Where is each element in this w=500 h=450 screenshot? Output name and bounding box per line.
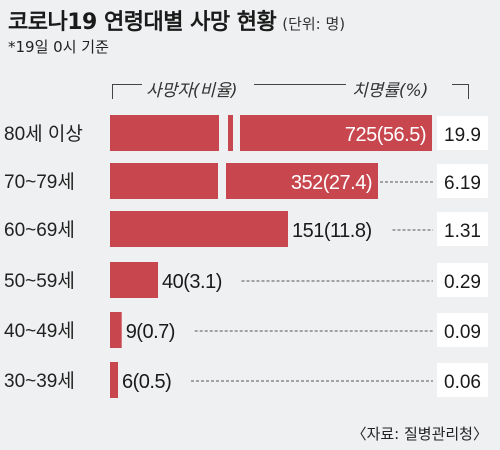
- rate-label: 0.09: [444, 322, 481, 343]
- axis-break-gap: [218, 162, 226, 200]
- category-label: 30~39세: [4, 370, 75, 392]
- rate-box: [437, 212, 488, 246]
- source-note: 〈자료: 질병관리청〉: [351, 425, 488, 443]
- column-header-fatality: 치명률(%): [352, 81, 429, 101]
- title-row: 코로나19 연령대별 사망 현황 (단위: 명): [8, 4, 345, 36]
- value-label: 6(0.5): [122, 371, 171, 393]
- rate-box: [437, 263, 488, 297]
- value-label: 151(11.8): [292, 220, 372, 242]
- rate-label: 0.29: [444, 272, 481, 293]
- header-bracket-left-tick: [112, 84, 119, 99]
- bar: [110, 115, 432, 151]
- bar: [110, 163, 378, 199]
- rate-label: 19.9: [444, 125, 481, 146]
- header-bracket-right: [452, 84, 469, 99]
- header-bracket-mid: [254, 84, 346, 85]
- value-label: 725(56.5): [345, 124, 426, 146]
- rate-label: 0.06: [444, 372, 481, 393]
- column-header-deaths: 사망자(비율): [146, 81, 238, 101]
- rate-box: [437, 164, 488, 198]
- rate-box: [437, 116, 488, 150]
- category-label: 80세 이상: [4, 123, 83, 145]
- bar: [110, 211, 288, 247]
- category-label: 40~49세: [4, 320, 75, 342]
- value-label: 9(0.7): [126, 321, 175, 343]
- rate-box: [437, 313, 488, 347]
- category-label: 60~69세: [4, 219, 75, 241]
- value-label: 352(27.4): [291, 172, 372, 194]
- footnote: *19일 0시 기준: [8, 38, 109, 56]
- bar: [110, 312, 122, 348]
- rate-label: 6.19: [444, 173, 481, 194]
- category-label: 70~79세: [4, 171, 75, 193]
- category-label: 50~59세: [4, 270, 75, 292]
- axis-break-gap: [233, 114, 240, 152]
- unit-note: (단위: 명): [282, 15, 346, 33]
- rate-box: [437, 363, 488, 397]
- axis-break-gap: [219, 114, 228, 152]
- header-bracket-left: [112, 84, 142, 85]
- bar: [110, 262, 158, 298]
- bar: [110, 362, 118, 398]
- chart-title: 코로나19 연령대별 사망 현황: [8, 10, 277, 35]
- value-label: 40(3.1): [162, 271, 222, 293]
- rate-label: 1.31: [444, 221, 481, 242]
